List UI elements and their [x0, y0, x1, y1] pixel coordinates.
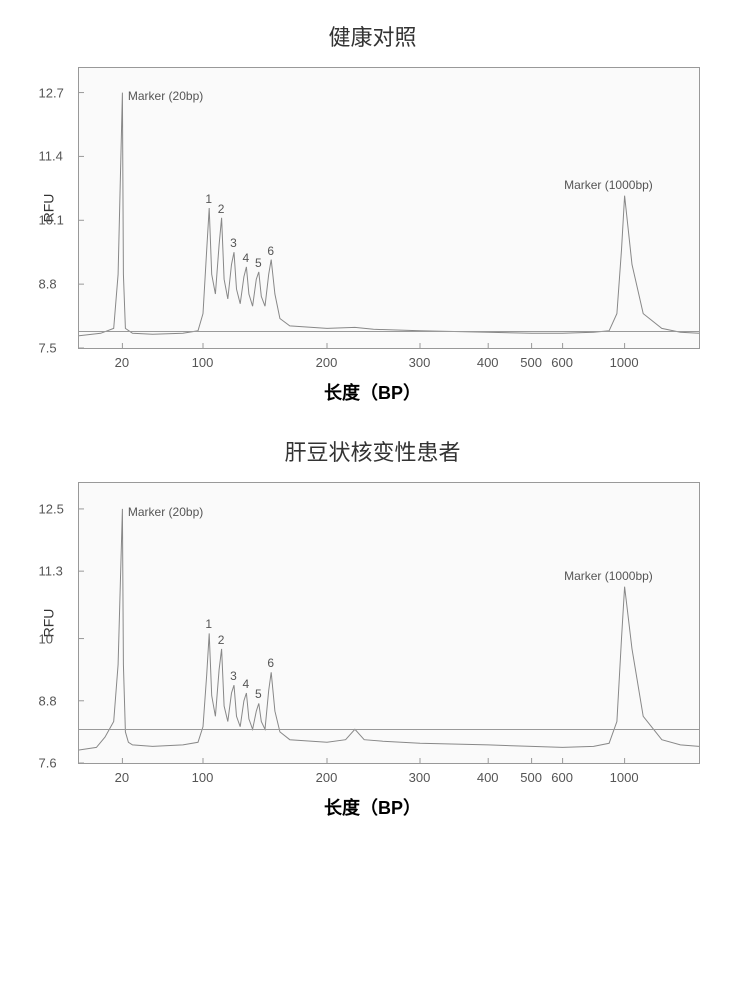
peak-label: 1 — [205, 192, 212, 206]
y-tick: 12.7 — [39, 85, 64, 100]
chart-patient: 肝豆状核变性患者 RFU 7.68.81011.312.520100200300… — [23, 435, 723, 820]
x-tick: 400 — [477, 770, 499, 785]
baseline — [79, 729, 699, 730]
chart1-xlabel: 长度（BP） — [23, 379, 723, 405]
x-tick: 600 — [551, 770, 573, 785]
x-tick: 100 — [192, 770, 214, 785]
y-tick: 7.6 — [39, 756, 57, 771]
x-tick: 20 — [115, 355, 129, 370]
marker-left-label: Marker (20bp) — [128, 89, 203, 103]
x-tick: 400 — [477, 355, 499, 370]
y-tick: 8.8 — [39, 693, 57, 708]
x-tick: 600 — [551, 355, 573, 370]
marker-right-label: Marker (1000bp) — [564, 569, 653, 583]
peak-label: 4 — [243, 677, 250, 691]
x-tick: 300 — [409, 770, 431, 785]
chart2-plot: RFU 7.68.81011.312.520100200300400500600… — [78, 482, 700, 764]
peak-label: 4 — [243, 251, 250, 265]
marker-right-label: Marker (1000bp) — [564, 178, 653, 192]
peak-label: 3 — [230, 669, 237, 683]
chart2-xlabel: 长度（BP） — [23, 794, 723, 820]
peak-label: 3 — [230, 236, 237, 250]
peak-label: 5 — [255, 687, 262, 701]
y-tick: 10.1 — [39, 213, 64, 228]
x-tick: 500 — [520, 355, 542, 370]
x-tick: 1000 — [610, 770, 639, 785]
x-tick: 20 — [115, 770, 129, 785]
x-tick: 200 — [316, 355, 338, 370]
chart1-plot: RFU 7.58.810.111.412.7201002003004005006… — [78, 67, 700, 349]
chart1-title: 健康对照 — [23, 20, 723, 52]
peak-label: 5 — [255, 256, 262, 270]
x-tick: 300 — [409, 355, 431, 370]
chart2-svg — [79, 483, 699, 763]
peak-label: 1 — [205, 617, 212, 631]
y-tick: 10 — [39, 631, 53, 646]
y-tick: 12.5 — [39, 501, 64, 516]
x-tick: 500 — [520, 770, 542, 785]
chart1-svg — [79, 68, 699, 348]
x-tick: 100 — [192, 355, 214, 370]
chart-healthy-control: 健康对照 RFU 7.58.810.111.412.72010020030040… — [23, 20, 723, 405]
y-tick: 8.8 — [39, 277, 57, 292]
peak-label: 6 — [267, 244, 274, 258]
x-tick: 1000 — [610, 355, 639, 370]
y-tick: 11.3 — [39, 564, 63, 579]
y-tick: 7.5 — [39, 341, 57, 356]
y-tick: 11.4 — [39, 149, 63, 164]
peak-label: 2 — [218, 202, 225, 216]
marker-left-label: Marker (20bp) — [128, 505, 203, 519]
x-tick: 200 — [316, 770, 338, 785]
chart2-title: 肝豆状核变性患者 — [23, 435, 723, 467]
peak-label: 6 — [267, 656, 274, 670]
peak-label: 2 — [218, 633, 225, 647]
baseline — [79, 331, 699, 332]
